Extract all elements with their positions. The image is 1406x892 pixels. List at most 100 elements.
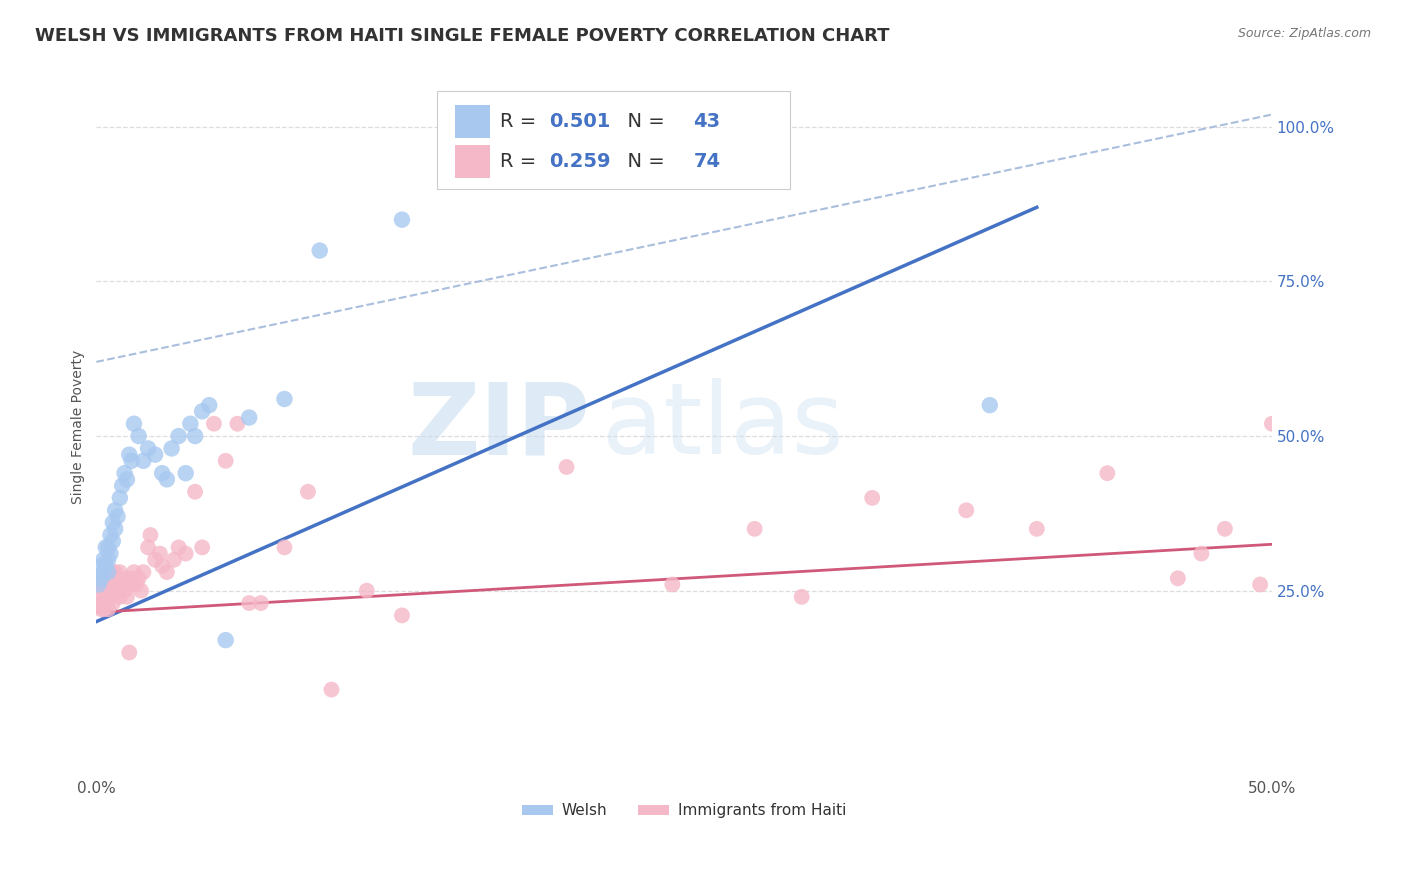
Text: 0.259: 0.259 [548,152,610,170]
Point [202,417,225,431]
Point [108,491,131,505]
Text: ZIP: ZIP [408,378,591,475]
Point [121,454,143,468]
Point [129,583,152,598]
Point [122,417,145,431]
Point [1097,466,1119,480]
Point [391,608,413,623]
Point [156,472,179,486]
Point [1261,417,1284,431]
Point [661,577,683,591]
Text: WELSH VS IMMIGRANTS FROM HAITI SINGLE FEMALE POVERTY CORRELATION CHART: WELSH VS IMMIGRANTS FROM HAITI SINGLE FE… [35,27,890,45]
Point [100,590,122,604]
Point [97,583,120,598]
Point [191,541,214,555]
Point [136,541,159,555]
Point [90,558,112,573]
Point [128,571,150,585]
Point [167,541,190,555]
Point [93,553,115,567]
Point [174,547,197,561]
Point [1213,522,1236,536]
Text: N =: N = [614,152,671,170]
Point [114,583,136,598]
Point [555,460,578,475]
Point [94,596,117,610]
Point [174,466,197,480]
Point [111,577,134,591]
Point [97,590,120,604]
Point [108,590,131,604]
Point [149,547,172,561]
Point [100,528,122,542]
Point [179,417,201,431]
Text: 43: 43 [693,112,721,131]
Point [87,577,110,591]
Point [191,404,214,418]
Y-axis label: Single Female Poverty: Single Female Poverty [72,350,86,504]
Point [94,541,117,555]
Point [90,577,112,591]
Point [250,596,273,610]
Point [156,565,179,579]
Point [121,571,143,585]
Point [118,646,141,660]
Text: N =: N = [614,112,671,131]
Point [167,429,190,443]
Point [97,571,120,585]
Point [273,392,295,406]
FancyBboxPatch shape [456,104,491,138]
Point [101,571,124,585]
Point [104,503,127,517]
Point [184,484,207,499]
Point [104,522,127,536]
Point [94,577,117,591]
Point [108,565,131,579]
Point [1025,522,1047,536]
Point [121,577,143,591]
Point [356,583,378,598]
FancyBboxPatch shape [456,145,491,178]
Point [125,577,148,591]
Point [160,442,183,456]
Point [139,528,162,542]
Point [391,212,413,227]
Point [273,541,295,555]
Text: atlas: atlas [602,378,844,475]
Point [1249,577,1271,591]
Text: R =: R = [499,152,543,170]
Point [97,553,120,567]
Point [1189,547,1212,561]
Point [321,682,343,697]
Point [100,547,122,561]
Point [150,558,173,573]
Text: 74: 74 [693,152,721,170]
Point [93,596,115,610]
Point [238,410,260,425]
Point [101,596,124,610]
Point [90,590,112,604]
Point [238,596,260,610]
Point [90,571,112,585]
Point [132,565,155,579]
Point [87,596,110,610]
Legend: Welsh, Immigrants from Haiti: Welsh, Immigrants from Haiti [516,797,852,824]
Point [226,417,249,431]
Text: Source: ZipAtlas.com: Source: ZipAtlas.com [1237,27,1371,40]
Point [90,602,112,616]
Point [93,571,115,585]
Point [214,633,236,648]
Point [1167,571,1189,585]
Point [97,602,120,616]
Point [87,577,110,591]
Text: 0.501: 0.501 [548,112,610,131]
Point [97,541,120,555]
Point [132,454,155,468]
Point [744,522,766,536]
Point [297,484,319,499]
Point [100,577,122,591]
Point [115,590,138,604]
Point [104,565,127,579]
Point [97,565,120,579]
Point [115,472,138,486]
